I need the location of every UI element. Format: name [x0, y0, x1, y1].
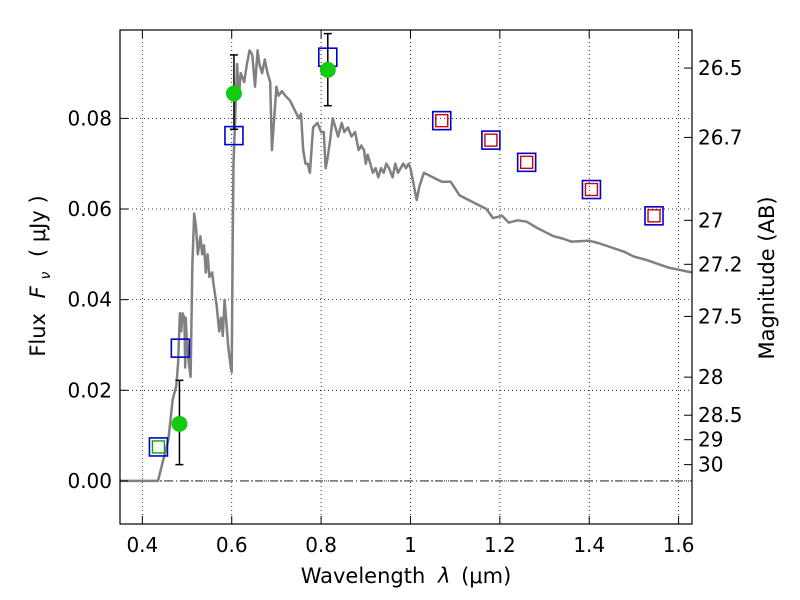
x-axis-label: Wavelength λ (μm)	[301, 564, 512, 588]
magnitude-tick-label: 27	[698, 208, 723, 232]
grid-lines	[120, 30, 692, 524]
sed-model-curve	[120, 49, 693, 483]
y-tick-label: 0.06	[67, 197, 112, 221]
open-square-marker	[170, 338, 191, 358]
plot-frame	[119, 29, 693, 525]
y-tick-label: 0.08	[67, 106, 112, 130]
magnitude-tick-label: 28.5	[698, 403, 743, 427]
small-square-marker	[647, 209, 661, 223]
magnitude-tick-label: 27.5	[698, 304, 743, 328]
x-tick-label: 0.6	[216, 533, 248, 557]
magnitude-tick-label: 28	[698, 365, 723, 389]
magnitude-axis-label: Magnitude (AB)	[755, 196, 779, 359]
x-tick-label: 1.2	[484, 533, 516, 557]
open-square-marker	[481, 130, 501, 150]
magnitude-tick-label: 26.7	[698, 125, 743, 149]
filled-circle-marker	[225, 85, 242, 102]
open-square-marker	[148, 437, 169, 457]
open-square-marker	[581, 179, 602, 200]
open-square-marker	[224, 125, 244, 146]
x-axis-ticks: 0.4 0.6 0.8 1 1.2 1.4 1.6	[126, 30, 695, 557]
x-tick-label: 1.4	[573, 533, 605, 557]
x-tick-label: 1.6	[663, 533, 695, 557]
open-square-marker	[516, 152, 537, 173]
open-square-marker	[644, 206, 664, 226]
photometry-markers	[148, 47, 664, 457]
y-tick-label: 0.00	[67, 469, 112, 493]
small-square-marker	[584, 182, 599, 197]
y-axis-ticks: 0.00 0.02 0.04 0.06 0.08	[67, 106, 128, 493]
y-tick-label: 0.04	[67, 288, 112, 312]
y-tick-label: 0.02	[67, 378, 112, 402]
open-square-marker	[431, 110, 452, 131]
x-tick-label: 1	[404, 533, 417, 557]
magnitude-tick-label: 29	[698, 428, 723, 452]
small-square-marker	[484, 133, 498, 147]
x-tick-label: 0.8	[305, 533, 337, 557]
magnitude-tick-label: 27.2	[698, 252, 743, 276]
magnitude-tick-label: 26.5	[698, 56, 743, 80]
magnitude-tick-label: 30	[698, 453, 723, 477]
sed-line-path	[120, 49, 693, 483]
filled-circle-marker	[319, 61, 336, 78]
small-square-marker	[435, 113, 449, 128]
y-axis-label: Flux F ν ( μJy )	[26, 195, 55, 356]
small-square-marker	[151, 440, 166, 454]
small-square-marker	[519, 155, 534, 170]
x-tick-label: 0.4	[126, 533, 158, 557]
filled-circle-marker	[171, 415, 188, 432]
